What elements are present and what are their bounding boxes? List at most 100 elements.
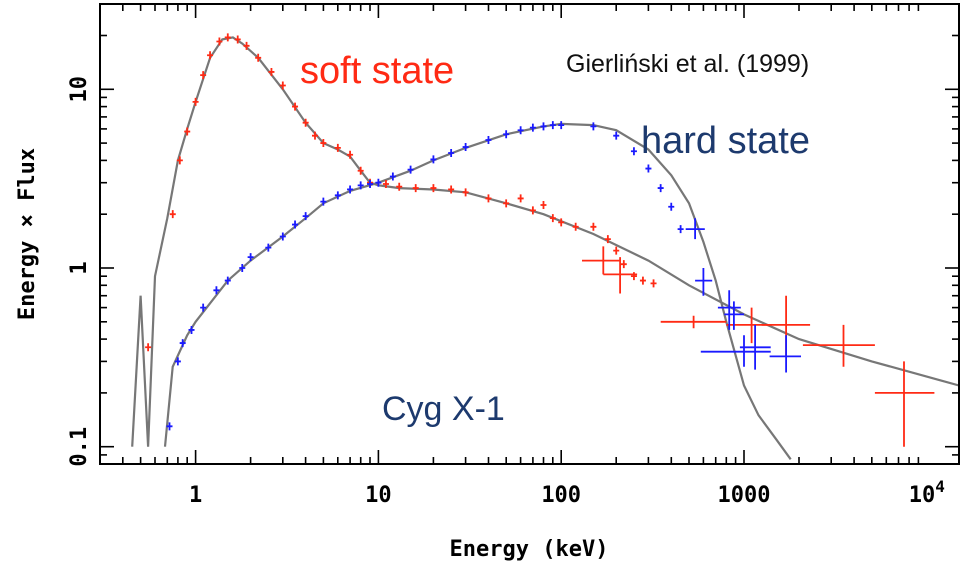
hard-data-point <box>668 202 675 211</box>
plot-frame <box>99 3 960 465</box>
x-tick-label: 1 <box>189 483 202 508</box>
hard-data-point <box>213 286 220 295</box>
tick-labels: 1 10 100 1000 104 0.1 1 10 <box>67 76 945 508</box>
soft-data-point <box>604 235 611 244</box>
hard-data-point <box>200 303 207 312</box>
soft-data-point <box>517 194 524 203</box>
y-tick-label: 1 <box>67 261 92 274</box>
hard-error-bar <box>717 290 741 330</box>
chart-marks <box>131 33 960 460</box>
hard-error-bar <box>700 335 771 367</box>
y-axis-title: Energy × Flux <box>15 148 40 320</box>
x-axis-title: Energy (keV) <box>450 537 609 562</box>
soft-data-point <box>572 222 579 231</box>
hard-data-point <box>677 225 684 234</box>
hard-error-bar <box>695 268 713 296</box>
hard-data-point <box>430 155 437 164</box>
hard-state-label: hard state <box>641 120 810 162</box>
soft-data-point <box>302 118 309 127</box>
soft-data-point <box>268 67 275 76</box>
hard-data-point <box>517 126 524 135</box>
hard-data-point <box>375 178 382 187</box>
soft-data-point <box>462 188 469 197</box>
soft-data-point <box>650 279 657 288</box>
hard-data-point <box>347 185 354 194</box>
hard-data-point <box>188 325 195 334</box>
soft-data-point <box>630 272 637 281</box>
soft-data-point <box>396 182 403 191</box>
soft-data-point <box>255 53 262 62</box>
hard-data-point <box>224 276 231 285</box>
soft-error-bar <box>874 361 935 447</box>
hard-data-point <box>558 121 565 130</box>
soft-data-point <box>176 156 183 165</box>
soft-data-point <box>334 143 341 152</box>
soft-data-point <box>549 214 556 223</box>
soft-data-point <box>357 166 364 175</box>
hard-data-point <box>320 197 327 206</box>
x-tick-label: 1000 <box>718 483 771 508</box>
hard-data-point <box>549 121 556 130</box>
hard-data-point <box>448 148 455 157</box>
soft-data-point <box>184 127 191 136</box>
soft-data-point <box>320 139 327 148</box>
soft-data-point <box>234 35 241 44</box>
source-name-label: Cyg X-1 <box>382 390 505 428</box>
hard-data-point <box>503 130 510 139</box>
soft-data-point <box>224 33 231 42</box>
hard-data-point <box>179 339 186 348</box>
hard-data-point <box>590 122 597 131</box>
hard-data-point <box>630 147 637 156</box>
soft-data-point <box>243 41 250 50</box>
x-tick-label: 104 <box>909 477 945 508</box>
soft-model-curve <box>131 36 960 447</box>
hard-data-point <box>529 123 536 132</box>
soft-data-point <box>448 185 455 194</box>
soft-error-bar <box>582 246 621 275</box>
hard-data-point <box>367 180 374 189</box>
hard-data-point <box>279 232 286 241</box>
soft-data-point <box>216 37 223 46</box>
hard-data-point <box>292 220 299 229</box>
soft-data-point <box>412 184 419 193</box>
y-tick-label: 0.1 <box>67 427 92 467</box>
x-tick-label: 100 <box>541 483 581 508</box>
axis-ticks <box>99 3 959 465</box>
soft-data-point <box>382 180 389 189</box>
soft-data-point <box>529 206 536 215</box>
hard-data-point <box>166 422 173 431</box>
soft-data-point <box>192 97 199 106</box>
hard-data-point <box>613 131 620 140</box>
soft-data-point <box>430 184 437 193</box>
soft-data-point <box>590 222 597 231</box>
hard-data-point <box>174 357 181 366</box>
soft-state-label: soft state <box>300 50 454 92</box>
hard-error-bar <box>685 218 705 240</box>
hard-data-point <box>302 212 309 221</box>
soft-data-point <box>169 210 176 219</box>
hard-error-bar <box>724 301 744 330</box>
y-tick-label: 10 <box>67 76 92 103</box>
soft-data-point <box>145 343 152 352</box>
hard-data-point <box>540 122 547 131</box>
soft-error-bar <box>660 315 727 329</box>
hard-data-point <box>334 191 341 200</box>
hard-data-point <box>389 172 396 181</box>
soft-data-point <box>292 102 299 111</box>
hard-data-point <box>239 263 246 272</box>
hard-data-point <box>265 243 272 252</box>
hard-data-point <box>485 136 492 145</box>
soft-data-point <box>558 218 565 227</box>
soft-data-point <box>311 131 318 140</box>
hard-data-point <box>462 143 469 152</box>
hard-data-point <box>645 164 652 173</box>
hard-data-point <box>657 184 664 193</box>
soft-data-point <box>639 276 646 285</box>
hard-error-bar <box>769 335 801 373</box>
soft-data-point <box>503 199 510 208</box>
soft-error-bar <box>802 324 875 367</box>
citation-label: Gierliński et al. (1999) <box>566 50 809 78</box>
soft-data-point <box>540 201 547 210</box>
soft-data-point <box>207 51 214 60</box>
